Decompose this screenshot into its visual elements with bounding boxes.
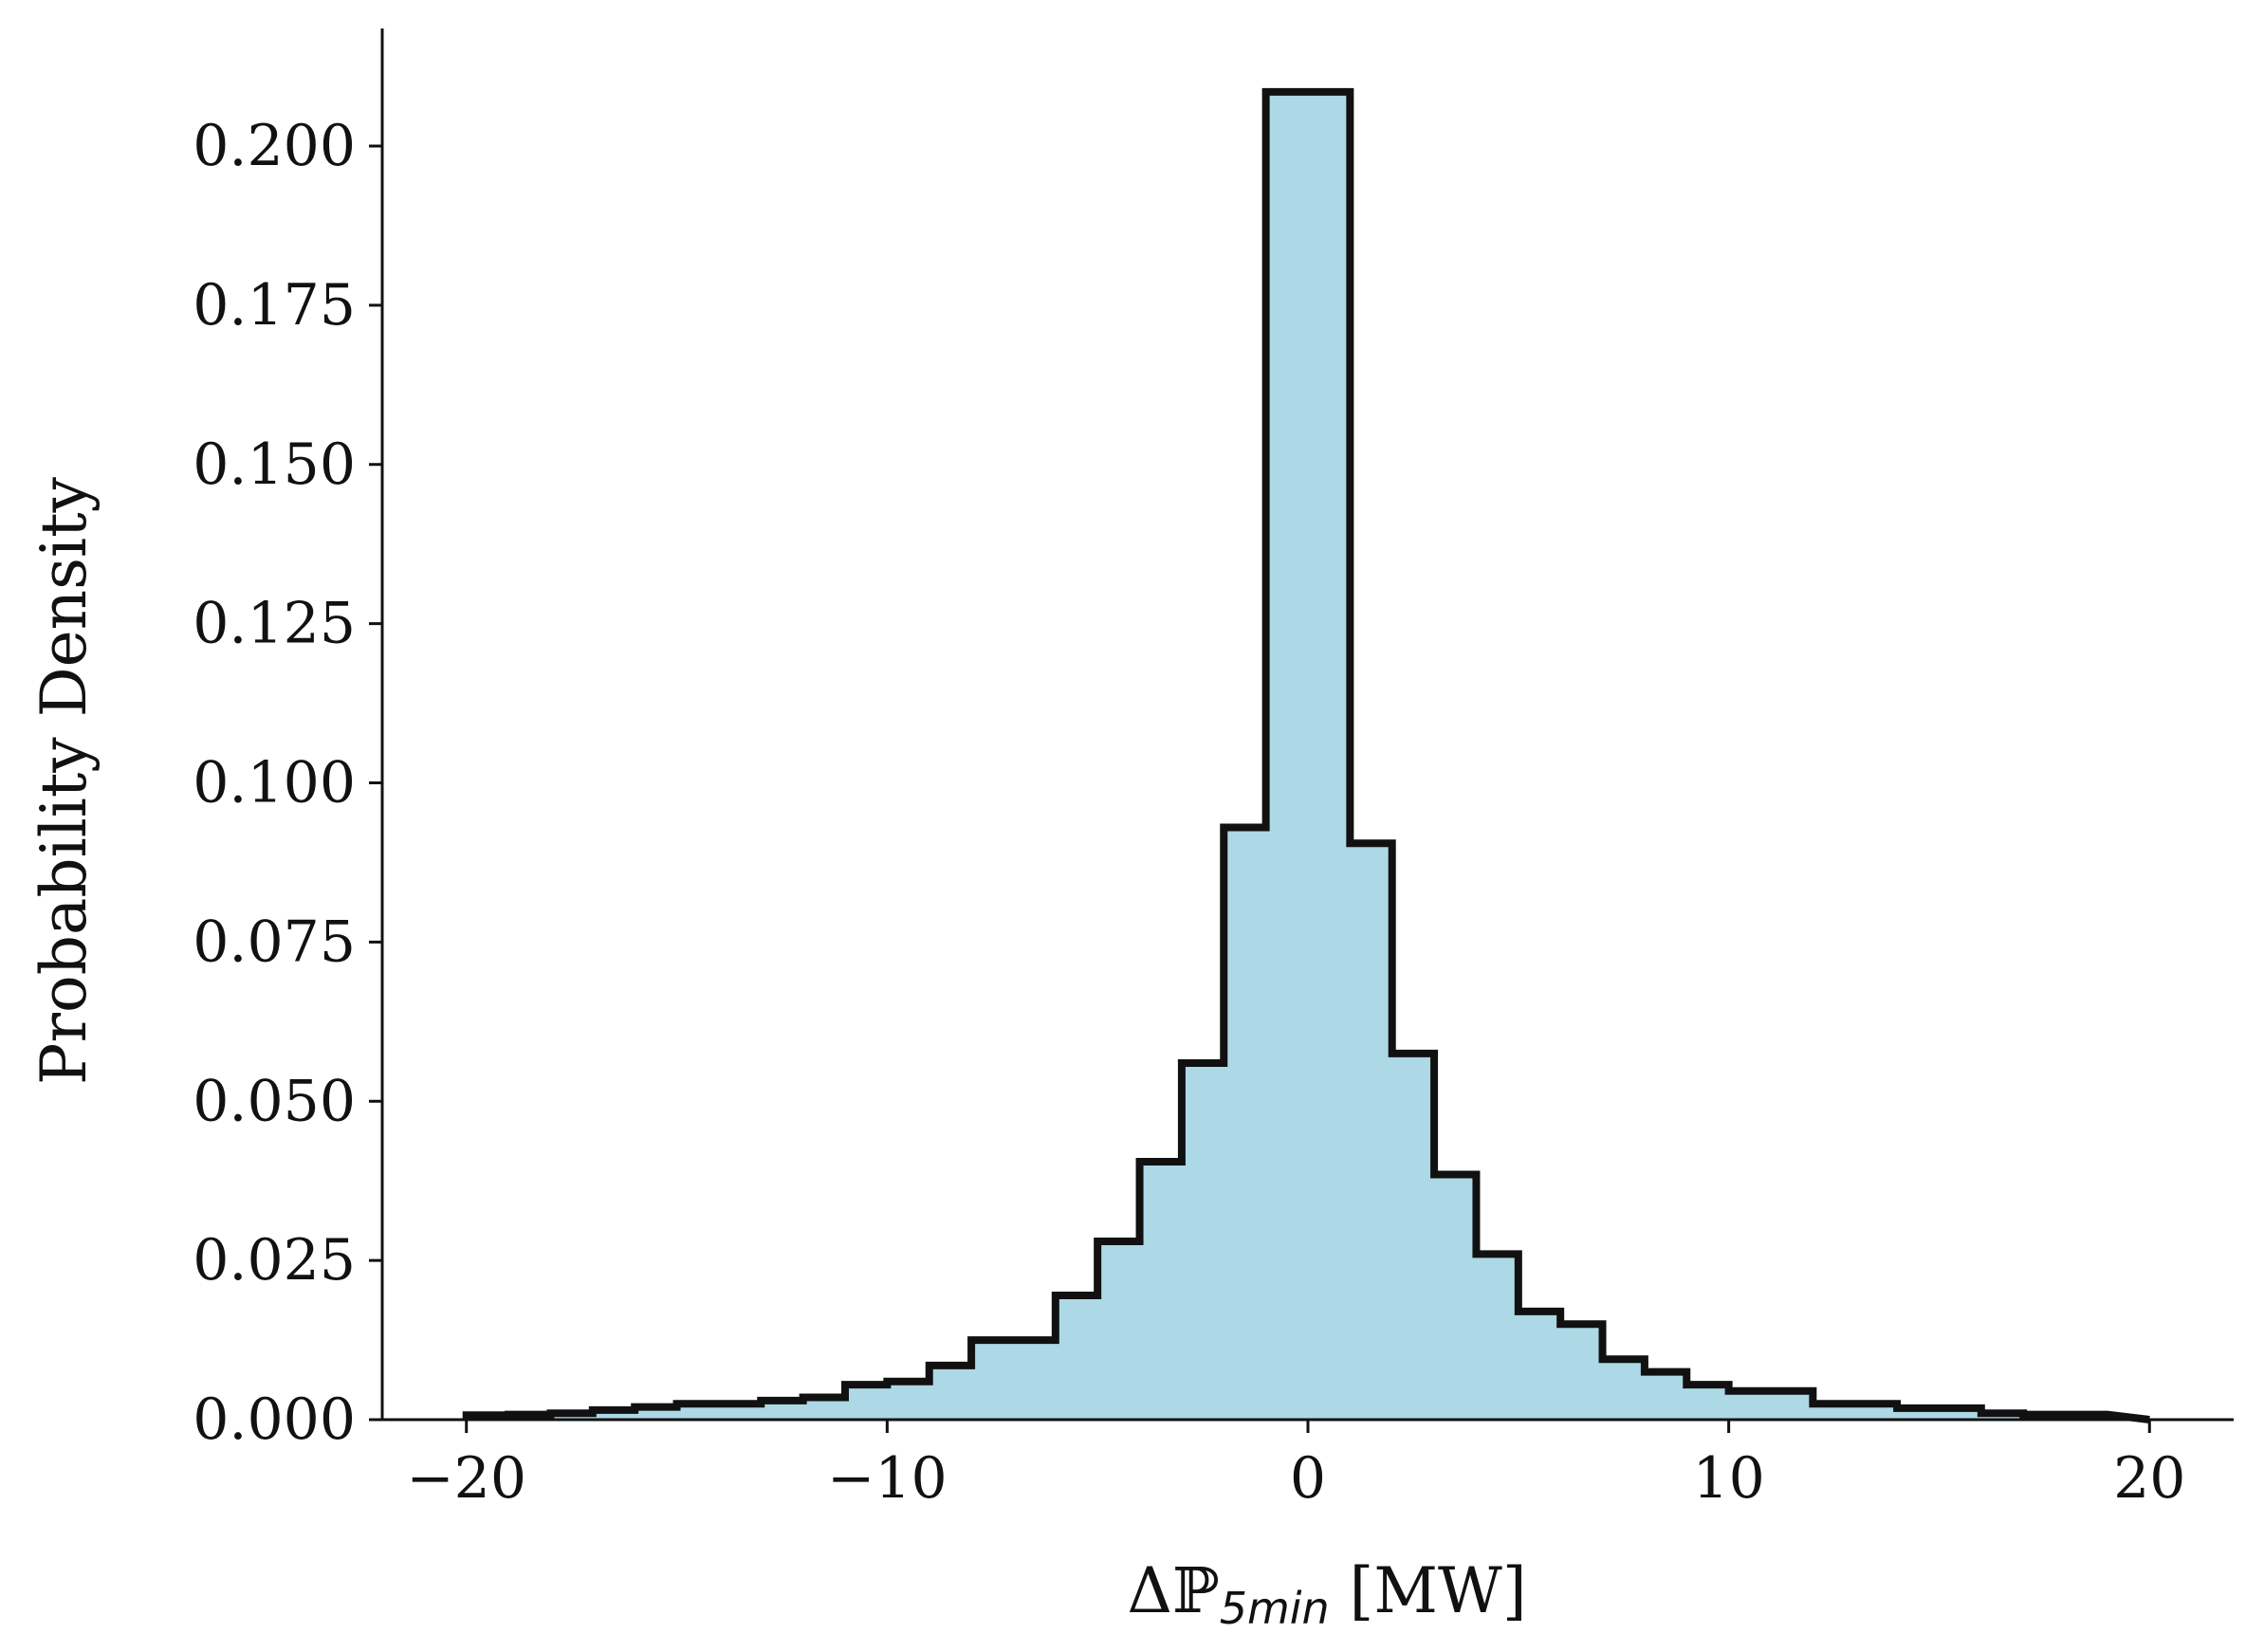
histogram-bar [1181,1062,1224,1420]
y-tick-label: 0.050 [193,1068,356,1134]
histogram-bar [1097,1240,1141,1420]
histogram-bar [1350,843,1393,1420]
histogram-bar [1013,1340,1057,1420]
x-axis-label-prefix: Δ [1127,1554,1172,1627]
histogram-outline [462,87,2150,1423]
histogram-bar [845,1385,888,1420]
histogram-bar [929,1365,972,1420]
histogram-bar [1434,1174,1478,1420]
histogram-bar [1391,1053,1435,1420]
x-axis-label-unit: [MW] [1330,1554,1527,1627]
histogram-bar [1224,827,1267,1420]
histogram-bar [1813,1404,1856,1420]
x-tick-label: 20 [2113,1445,2185,1512]
histogram-bar [761,1400,804,1420]
histogram-bar [1518,1311,1561,1420]
x-tick-label: 0 [1290,1445,1326,1512]
x-tick-label: −20 [406,1445,526,1512]
x-axis-label: Δℙ5min [MW] [1127,1554,1526,1634]
y-axis-ticks: 0.000 0.025 0.050 0.075 0.100 0.125 0.150 0.175… [193,113,382,1453]
histogram-bar [1560,1324,1604,1420]
histogram-bar [592,1409,635,1420]
x-axis-label-subscript: 5min [1220,1583,1330,1634]
histogram-bar [887,1381,930,1420]
x-axis-ticks: −20 −10 0 10 20 [406,1420,2185,1512]
histogram-bar [718,1404,762,1420]
histogram-bar [1265,91,1309,1421]
histogram-bar [1644,1371,1687,1420]
histogram-bar [1854,1404,1898,1420]
histogram-bar [1602,1359,1646,1420]
y-tick-label: 0.175 [193,272,356,339]
histogram-bar [1728,1390,1772,1420]
histogram-bar [1771,1390,1813,1420]
x-tick-label: −10 [827,1445,948,1512]
x-tick-label: 10 [1692,1445,1764,1512]
y-tick-label: 0.200 [193,113,356,179]
histogram-bar [1308,91,1351,1421]
y-tick-label: 0.150 [193,431,356,498]
y-tick-label: 0.075 [193,909,356,975]
histogram-bar [676,1404,720,1420]
histogram-bar [971,1340,1015,1420]
histogram-bar [1476,1254,1519,1420]
y-tick-label: 0.100 [193,750,356,817]
histogram-bar [802,1397,846,1420]
histogram-bars [466,91,2108,1421]
histogram-bar [1686,1385,1730,1420]
y-tick-label: 0.000 [193,1386,356,1453]
x-axis-label-symbol: ℙ [1172,1554,1220,1627]
y-tick-label: 0.125 [193,591,356,657]
histogram-bar [1139,1162,1183,1420]
histogram-bar [1055,1295,1098,1420]
y-axis-label: Probability Density [28,476,101,1085]
y-tick-label: 0.025 [193,1227,356,1294]
